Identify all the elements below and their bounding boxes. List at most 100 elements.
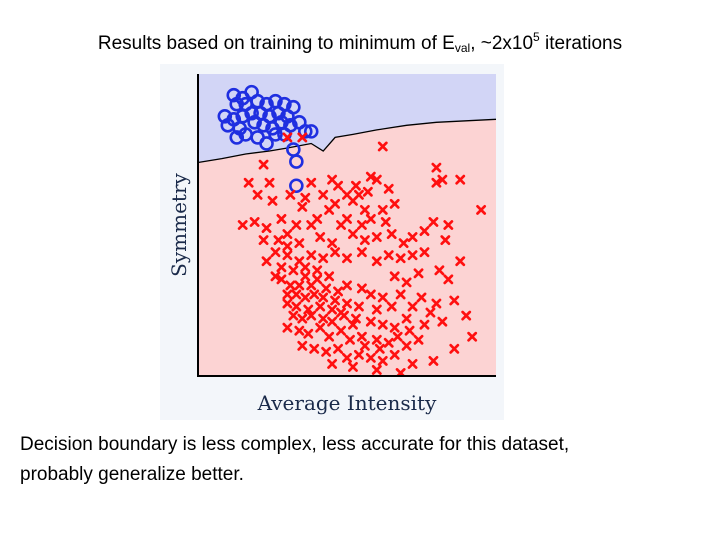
cross-point — [365, 316, 376, 327]
cross-point — [389, 271, 400, 282]
cross-point — [443, 274, 454, 285]
x-axis-label: Average Intensity — [257, 391, 437, 415]
cross-point — [377, 141, 388, 152]
cross-point — [476, 204, 487, 215]
cross-point — [356, 247, 367, 258]
cross-point — [371, 174, 382, 185]
cross-point — [434, 265, 445, 276]
cross-point — [300, 262, 311, 273]
cross-point — [282, 322, 293, 333]
cross-point — [395, 253, 406, 264]
cross-point — [431, 162, 442, 173]
cross-point — [252, 189, 263, 200]
cross-point — [276, 274, 287, 285]
cross-point — [440, 235, 451, 246]
cross-point — [321, 346, 332, 357]
cross-point — [270, 247, 281, 258]
cross-point — [288, 265, 299, 276]
cross-point — [407, 301, 418, 312]
cross-point — [318, 292, 329, 303]
cross-point — [428, 355, 439, 366]
circle-point — [259, 136, 274, 151]
title-mid: , ~2x10 — [470, 33, 534, 54]
cross-point — [401, 313, 412, 324]
cross-point — [276, 262, 287, 273]
cross-point — [285, 189, 296, 200]
cross-point — [392, 331, 403, 342]
cross-point — [291, 220, 302, 230]
cross-point — [276, 214, 287, 224]
cross-point — [401, 340, 412, 351]
cross-point — [356, 283, 367, 294]
cross-point — [383, 337, 394, 348]
cross-point — [371, 256, 382, 267]
title-subscript: val — [454, 41, 471, 55]
cross-point — [300, 192, 311, 203]
circle-point — [226, 87, 242, 103]
axis-lines — [197, 74, 496, 377]
cross-point — [425, 307, 436, 318]
cross-point — [365, 171, 376, 182]
cross-point — [258, 235, 269, 246]
cross-point — [261, 223, 272, 233]
cross-point — [336, 220, 346, 230]
cross-point — [377, 319, 388, 330]
cross-point — [306, 177, 317, 188]
cross-point — [407, 250, 418, 261]
scatter-plot: Average Intensity Symmetry — [167, 74, 497, 415]
circle-point — [297, 124, 313, 139]
cross-point — [315, 232, 326, 243]
cross-point — [386, 229, 397, 240]
cross-point — [318, 313, 329, 324]
cross-point — [318, 253, 329, 264]
cross-point — [243, 177, 254, 188]
cross-point — [342, 280, 352, 291]
cross-point — [350, 313, 361, 324]
cross-point — [330, 295, 341, 306]
cross-point — [294, 325, 305, 336]
cross-point — [353, 301, 364, 312]
cross-point — [282, 229, 293, 240]
cross-point — [348, 319, 358, 330]
caption-line-2: probably generalize better. — [20, 464, 244, 485]
cross-point — [306, 250, 317, 261]
cross-point — [416, 292, 427, 303]
cross-point — [407, 232, 418, 243]
cross-point — [371, 304, 382, 315]
caption: Decision boundary is less complex, less … — [20, 430, 720, 490]
slide-title: Results based on training to minimum of … — [0, 30, 720, 55]
cross-point — [383, 250, 394, 261]
cross-point — [455, 256, 466, 267]
cross-point — [413, 334, 424, 345]
cross-point — [359, 340, 370, 351]
cross-point — [303, 304, 314, 315]
cross-point — [297, 340, 308, 351]
cross-point — [327, 358, 338, 369]
cross-point — [261, 256, 272, 267]
cross-point — [371, 232, 382, 243]
cross-point — [333, 286, 344, 297]
cross-point — [285, 280, 296, 291]
cross-point — [386, 301, 397, 312]
cross-point — [297, 313, 308, 324]
circle-point — [244, 105, 259, 121]
cross-point — [309, 289, 320, 300]
cross-point — [282, 298, 293, 309]
cross-point — [330, 198, 341, 209]
circle-point — [217, 108, 233, 124]
cross-point — [342, 352, 352, 363]
cross-point — [365, 289, 376, 300]
cross-point — [461, 310, 472, 321]
cross-point — [273, 235, 284, 246]
cross-point — [449, 295, 460, 306]
cross-point — [380, 217, 391, 227]
circle-point — [256, 118, 271, 133]
cross-point — [303, 328, 314, 339]
cross-point — [348, 195, 358, 206]
cross-point — [333, 343, 344, 354]
cross-point — [449, 343, 460, 354]
circle-point — [289, 154, 304, 169]
cross-point — [288, 310, 299, 321]
title-prefix: Results based on training to minimum of … — [97, 33, 455, 54]
cross-point — [315, 322, 326, 333]
